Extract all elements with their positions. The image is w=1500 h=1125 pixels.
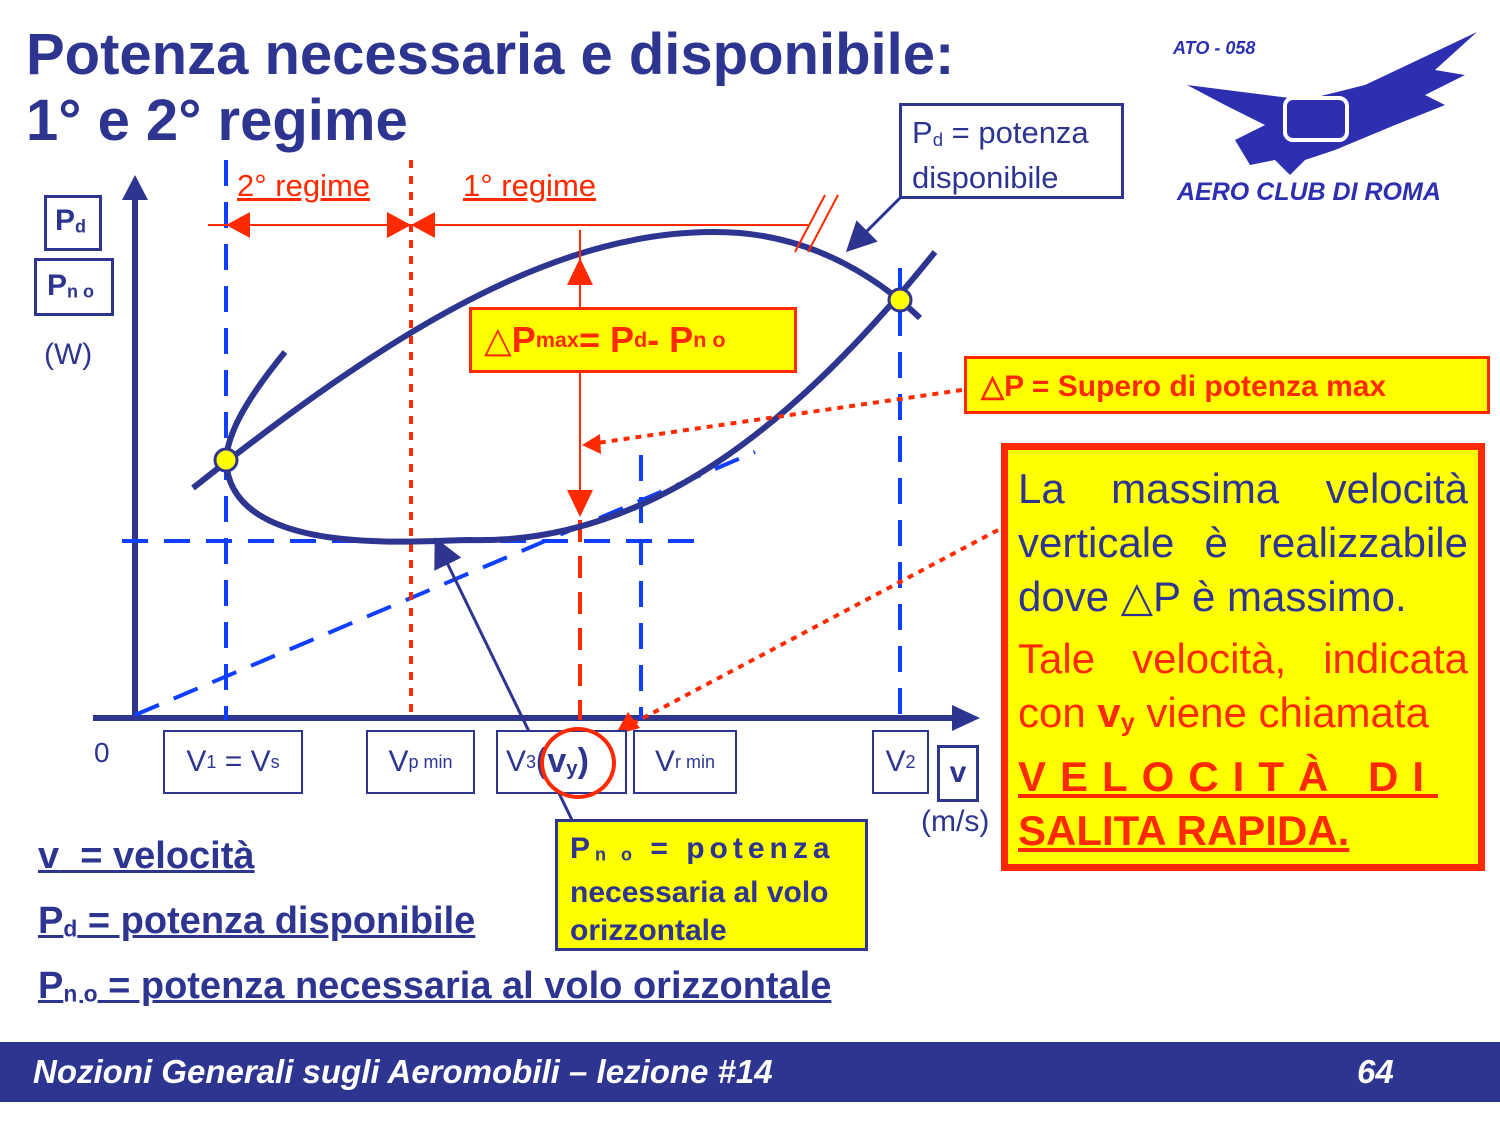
eq: = V	[216, 745, 271, 778]
note-emphasis-1: VELOCITÀ DI	[1018, 752, 1439, 800]
note-red-text: Tale velocità, indicata con vy viene chi…	[1018, 632, 1468, 750]
eagle-icon	[1187, 32, 1477, 175]
pno-callout-line3: orizzontale	[570, 913, 727, 947]
text: = potenza necessaria al volo orizzontale	[97, 965, 832, 1007]
sub: 3	[526, 751, 537, 772]
note-pointer	[629, 528, 999, 727]
pno-symbol: P	[47, 269, 68, 302]
logo: ATO - 058 AERO CLUB DI ROMA	[1165, 30, 1485, 215]
rest: = potenza	[637, 832, 835, 865]
v: V	[885, 745, 906, 778]
page-title: Potenza necessaria e disponibile: 1° e 2°…	[26, 22, 954, 154]
text: = potenza disponibile	[77, 900, 476, 942]
pd-callout-line1: Pd = potenza	[912, 114, 1111, 159]
sub-no: n o	[693, 327, 726, 352]
sub-s: s	[270, 751, 280, 772]
sub: p min	[408, 751, 453, 772]
yaxis-pd-label: Pd	[44, 195, 102, 251]
sub: 1	[206, 751, 217, 772]
legend-pd: Pd = potenza disponibile	[38, 900, 475, 943]
page-number: 64	[1357, 1053, 1394, 1090]
pd-pointer	[845, 194, 904, 253]
yaxis-pno-label: Pn o	[34, 258, 114, 316]
sym: P	[38, 965, 64, 1007]
pd-sub: d	[75, 216, 87, 237]
note-box: La massima velocità verticale è realizza…	[1001, 443, 1485, 871]
sub: d	[932, 128, 944, 150]
sub: r min	[675, 751, 715, 772]
note-emphasis-2: SALITA RAPIDA.	[1018, 806, 1350, 854]
footer-course: Nozioni Generali sugli Aeromobili – lezi…	[33, 1053, 773, 1090]
pd-callout: Pd = potenza disponibile	[899, 103, 1124, 199]
sub: 2	[905, 751, 916, 772]
x-axis-arrow	[952, 705, 980, 731]
delta-icon: △	[484, 319, 512, 360]
v: V	[388, 745, 409, 778]
note-blue-text: La massima velocità verticale è realizza…	[1018, 465, 1468, 620]
pd-callout-line2: disponibile	[912, 159, 1059, 195]
y-axis-arrow	[122, 175, 148, 200]
sub: max	[535, 327, 579, 352]
vy-highlight-circle	[540, 727, 616, 799]
sym: P	[38, 900, 64, 942]
pno-sub: n o	[67, 281, 95, 302]
text: = velocità	[59, 835, 255, 877]
pd-curve	[191, 229, 923, 491]
power-diagram	[93, 160, 999, 820]
tangent-line	[134, 450, 756, 717]
p: P	[570, 832, 596, 865]
first-regime-label: 1° regime	[463, 168, 597, 203]
sub: n o	[63, 980, 98, 1007]
footer: Nozioni Generali sugli Aeromobili – lezi…	[0, 1042, 1500, 1102]
red2: viene chiamata	[1134, 689, 1429, 736]
dp-box: △P = Supero di potenza max	[964, 356, 1490, 414]
v: V	[506, 745, 527, 778]
xaxis-v-label: v	[937, 745, 979, 802]
sub: y	[1120, 708, 1135, 737]
legend-velocity: v = velocità	[38, 835, 255, 878]
dpmax-arrows	[567, 258, 593, 517]
break-mark	[794, 194, 839, 253]
intersection-v1	[213, 447, 239, 473]
origin-label: 0	[94, 737, 110, 768]
eq: = P	[578, 319, 634, 360]
yaxis-unit: (W)	[44, 338, 93, 371]
pd-symbol: P	[55, 204, 76, 237]
red1: Tale velocità, indicata con	[1018, 635, 1468, 736]
sub-d: d	[633, 327, 648, 352]
p: P	[511, 319, 536, 360]
intersection-v2	[887, 287, 913, 313]
regime-arrow	[226, 212, 435, 238]
legend-pno: Pn o = potenza necessaria al volo orizzo…	[38, 965, 831, 1008]
pno-callout-line2: necessaria al volo	[570, 875, 829, 909]
minus: - P	[647, 319, 694, 360]
pno-callout-line1: Pn o = potenza	[570, 830, 853, 874]
logo-name: AERO CLUB DI ROMA	[1177, 178, 1441, 206]
vy: v	[1097, 689, 1121, 736]
sub: n o	[595, 844, 638, 865]
title-line1: Potenza necessaria e disponibile:	[26, 22, 955, 87]
xaxis-unit: (m/s)	[921, 805, 990, 838]
title-line2: 1° e 2° regime	[26, 88, 408, 153]
sub: d	[63, 915, 78, 942]
second-regime-label: 2° regime	[237, 168, 371, 203]
v: V	[186, 745, 207, 778]
sym: v	[38, 835, 60, 877]
p: P	[912, 115, 933, 150]
v: V	[654, 745, 675, 778]
pno-callout: Pn o = potenza necessaria al volo orizzont…	[555, 819, 868, 951]
rest: = potenza	[943, 115, 1089, 150]
dp-pointer	[589, 388, 963, 446]
logo-code: ATO - 058	[1173, 38, 1256, 58]
